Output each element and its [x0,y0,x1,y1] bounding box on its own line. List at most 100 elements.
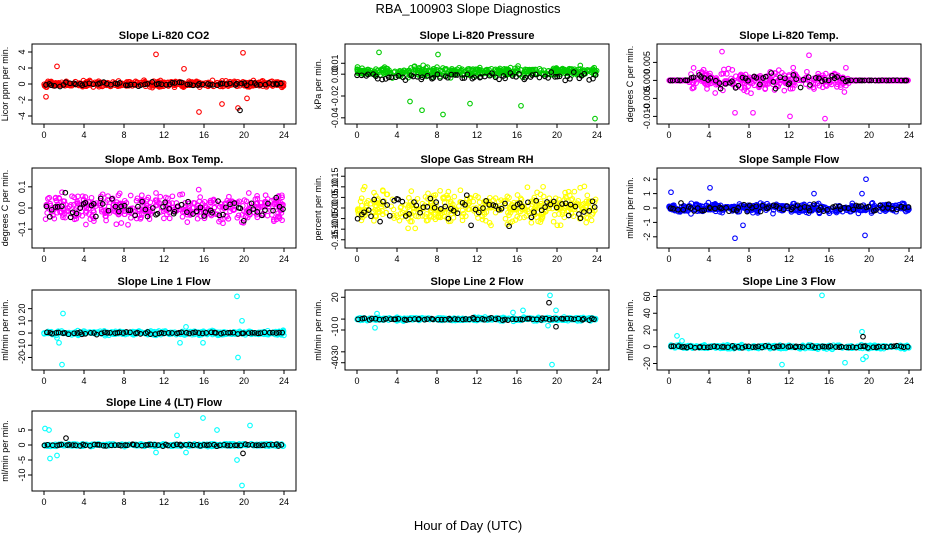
data-point [806,207,813,214]
data-point [409,218,415,225]
data-point [440,194,446,201]
data-point [476,199,483,206]
data-point [772,85,779,92]
data-point [127,192,134,199]
x-tick-label: 4 [394,130,399,140]
data-point [133,197,140,204]
data-point [375,196,381,202]
data-point [735,82,742,89]
data-point [483,209,490,215]
x-tick-label: 0 [354,130,359,140]
x-tick-label: 8 [746,254,751,264]
y-tick-label: -10 [330,323,340,336]
data-point [567,75,573,82]
data-point [845,77,851,84]
data-point [571,188,578,195]
data-point [139,198,145,205]
x-tick-label: 16 [824,130,834,140]
data-point-outlier [549,361,555,368]
data-point-outlier [553,307,559,314]
data-point [82,194,89,200]
data-point [531,209,537,216]
data-point [834,81,841,88]
x-tick-label: 8 [746,376,751,386]
data-point [694,205,701,211]
data-point [424,204,431,210]
data-point [193,208,200,215]
data-point [522,74,529,81]
data-point [586,199,593,206]
data-point [225,215,232,222]
data-point [516,71,522,77]
data-point [807,82,813,88]
y-tick-label: 0.05 [330,189,340,207]
data-point [782,75,788,82]
data-point [712,90,719,96]
data-point [570,69,577,75]
data-point [507,219,514,226]
x-tick-label: 12 [159,376,169,386]
data-point [417,209,423,216]
x-tick-label: 8 [434,254,439,264]
data-point [567,68,573,75]
x-tick-label: 20 [864,254,874,264]
data-point [741,204,748,211]
data-point [841,205,848,211]
data-point-outlier [674,333,680,339]
data-point [706,204,713,211]
x-tick-label: 16 [512,130,522,140]
data-point [89,200,96,206]
data-point [571,206,578,213]
y-tick-label: -5 [17,456,27,464]
y-tick-label: 40 [642,308,652,318]
x-tick-label: 8 [434,376,439,386]
data-point-outlier [60,310,66,317]
data-point [116,80,123,86]
plot-box [344,289,610,371]
data-point-outlier [407,98,413,105]
y-tick-label: 4 [17,49,27,54]
data-point [770,210,776,217]
data-point [157,193,164,200]
data-point [251,209,258,216]
data-point [452,72,459,78]
data-point [419,74,426,81]
y-tick-label: 0.0 [17,202,27,215]
y-tick-label: -20 [642,357,652,370]
data-point [132,212,138,219]
data-point [511,204,517,211]
data-point [741,201,747,208]
data-point [427,195,434,202]
x-tick-label: 12 [159,254,169,264]
data-point-outlier [859,328,865,335]
data-point-outlier [863,353,869,360]
data-point [757,74,763,81]
data-point [581,183,588,190]
x-tick-label: 4 [81,254,86,264]
data-point [357,198,364,205]
data-point [169,193,176,200]
data-point [589,198,596,205]
data-point [215,198,221,204]
data-point [179,213,186,220]
data-point [270,207,276,214]
plot-box [344,43,610,125]
data-point [492,195,499,201]
data-point [46,213,53,220]
data-point-outlier [547,292,553,299]
data-point [581,209,587,215]
data-point-outlier [153,51,159,58]
data-point [565,212,572,219]
data-point [468,222,474,229]
data-point [542,204,548,210]
data-point [58,209,65,216]
y-tick-label: 0.005 [642,51,652,74]
data-point [372,207,378,213]
data-point [400,209,406,216]
data-point [430,75,437,81]
x-tick-label: 24 [592,130,602,140]
data-point-outlier [183,324,189,330]
data-point [483,198,489,204]
data-point [556,73,563,80]
